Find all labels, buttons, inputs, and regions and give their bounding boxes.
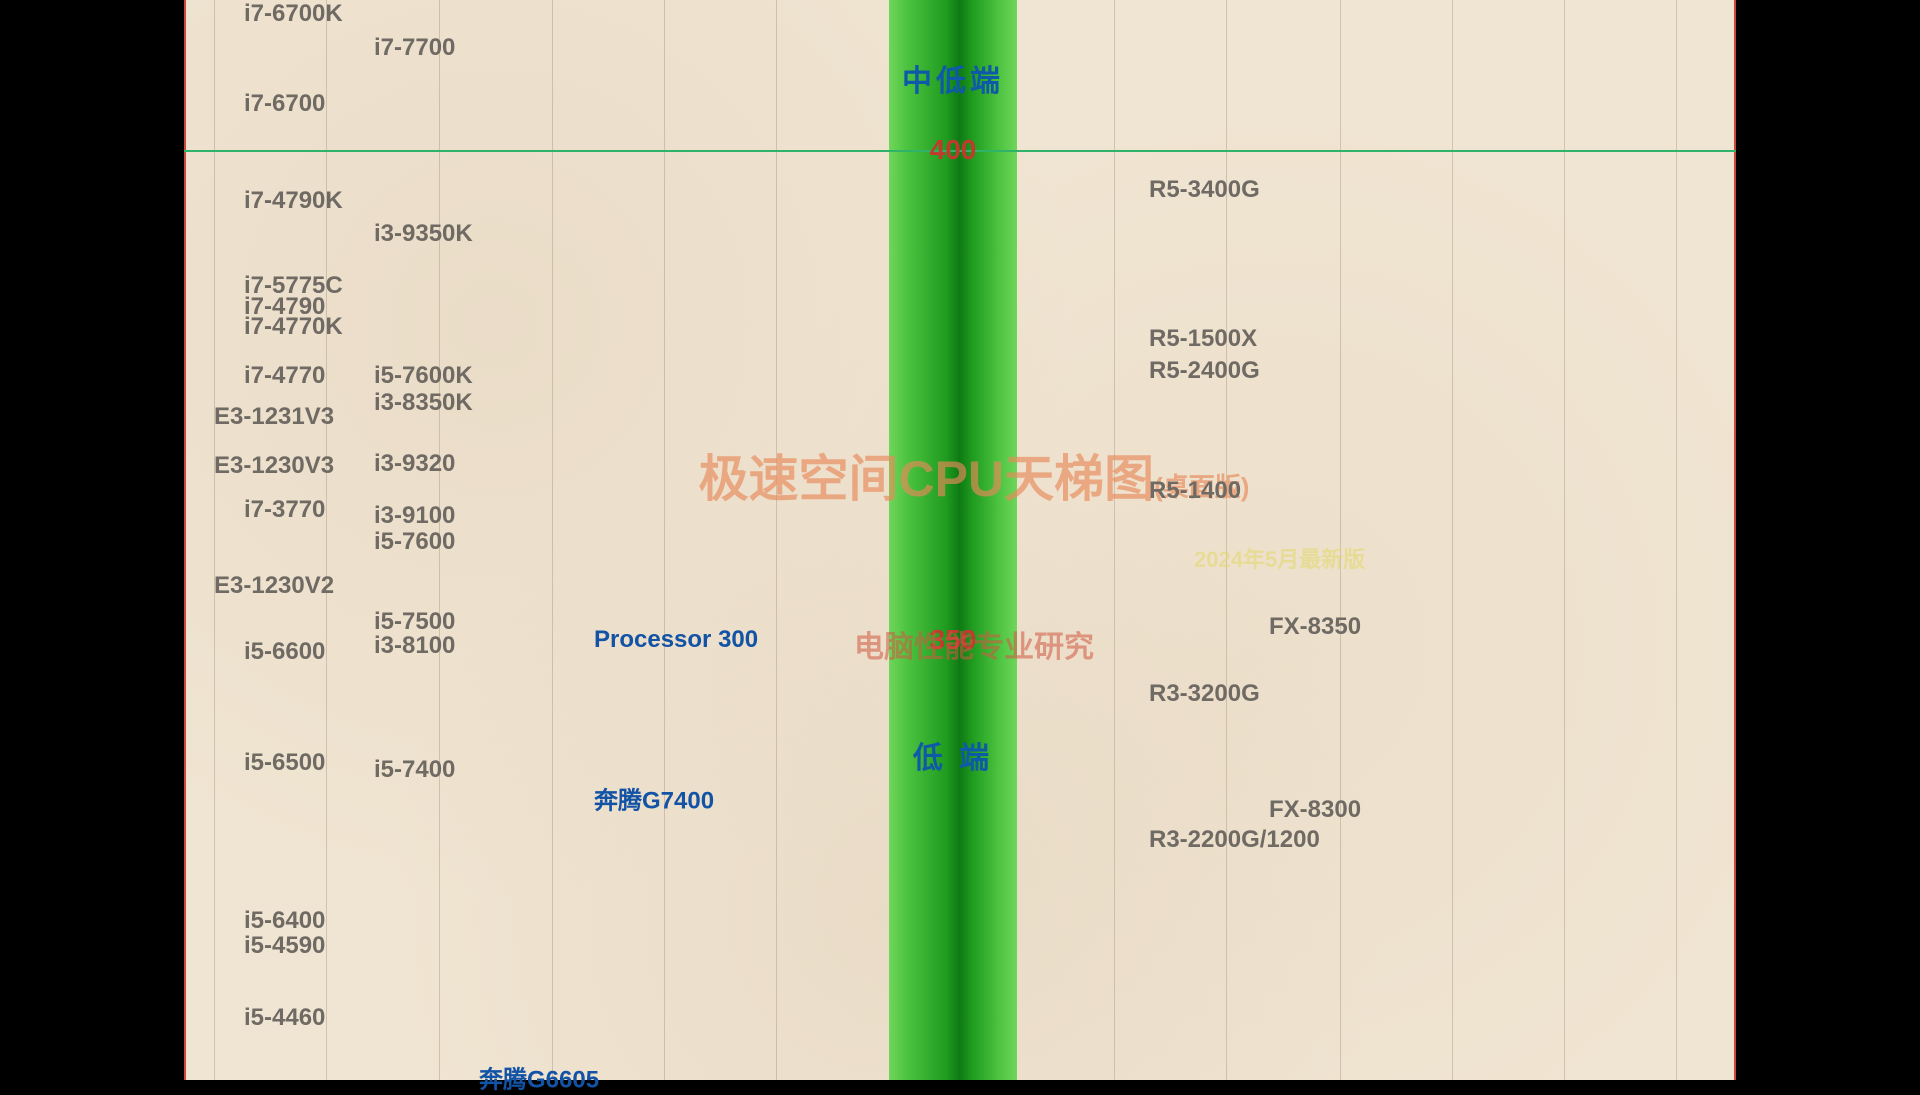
score-value: 400	[930, 134, 977, 166]
chart-title-main: 极速空间CPU天梯图	[699, 451, 1155, 507]
cpu-label: i5-7600K	[374, 362, 473, 390]
cpu-label: FX-8350	[1269, 613, 1361, 641]
cpu-label: i7-3770	[244, 496, 325, 524]
cpu-label: i7-4770K	[244, 313, 343, 341]
cpu-label: E3-1231V3	[214, 403, 334, 431]
cpu-label: i5-6500	[244, 749, 325, 777]
grid-vertical	[552, 0, 553, 1080]
cpu-label: i3-8350K	[374, 389, 473, 417]
cpu-label: E3-1230V3	[214, 452, 334, 480]
grid-vertical	[1340, 0, 1341, 1080]
cpu-label: i5-6400	[244, 907, 325, 935]
cpu-label: i5-7600	[374, 528, 455, 556]
cpu-label: E3-1230V2	[214, 572, 334, 600]
cpu-label: i5-6600	[244, 638, 325, 666]
grid-vertical	[326, 0, 327, 1080]
cpu-label: R5-1500X	[1149, 325, 1257, 353]
grid-vertical	[1114, 0, 1115, 1080]
cpu-label: i7-6700K	[244, 0, 343, 28]
cpu-label: R5-1400	[1149, 477, 1241, 505]
cpu-label: i3-9350K	[374, 220, 473, 248]
grid-vertical	[1564, 0, 1565, 1080]
cpu-label: i7-6700	[244, 90, 325, 118]
cpu-label: i3-8100	[374, 632, 455, 660]
tier-label: 低 端	[913, 733, 993, 777]
cpu-label: i5-4590	[244, 932, 325, 960]
cpu-label: i3-9320	[374, 450, 455, 478]
cpu-label: R5-3400G	[1149, 176, 1260, 204]
grid-vertical	[1676, 0, 1677, 1080]
grid-vertical	[1452, 0, 1453, 1080]
cpu-label: 奔腾G6605	[479, 1060, 599, 1095]
cpu-label: i3-9100	[374, 502, 455, 530]
tier-label: 中低端	[902, 56, 1004, 100]
cpu-label: R3-3200G	[1149, 680, 1260, 708]
cpu-label: FX-8300	[1269, 796, 1361, 824]
cpu-label: i7-4770	[244, 362, 325, 390]
cpu-label: i5-4460	[244, 1004, 325, 1032]
grid-vertical	[214, 0, 215, 1080]
grid-vertical	[1226, 0, 1227, 1080]
grid-vertical	[664, 0, 665, 1080]
cpu-label: R3-2200G/1200	[1149, 826, 1320, 854]
cpu-label: i7-7700	[374, 34, 455, 62]
cpu-label: Processor 300	[594, 626, 758, 654]
chart-subtitle: 电脑性能专业研究	[854, 622, 1094, 666]
cpu-label: i7-4790K	[244, 187, 343, 215]
cpu-label: R5-2400G	[1149, 357, 1260, 385]
grid-vertical	[776, 0, 777, 1080]
cpu-label: i5-7400	[374, 756, 455, 784]
cpu-ladder-chart: 400350中低端低 端极速空间CPU天梯图(桌面版)2024年5月最新版电脑性…	[184, 0, 1736, 1080]
chart-date: 2024年5月最新版	[1194, 542, 1365, 574]
cpu-label: 奔腾G7400	[594, 781, 714, 816]
